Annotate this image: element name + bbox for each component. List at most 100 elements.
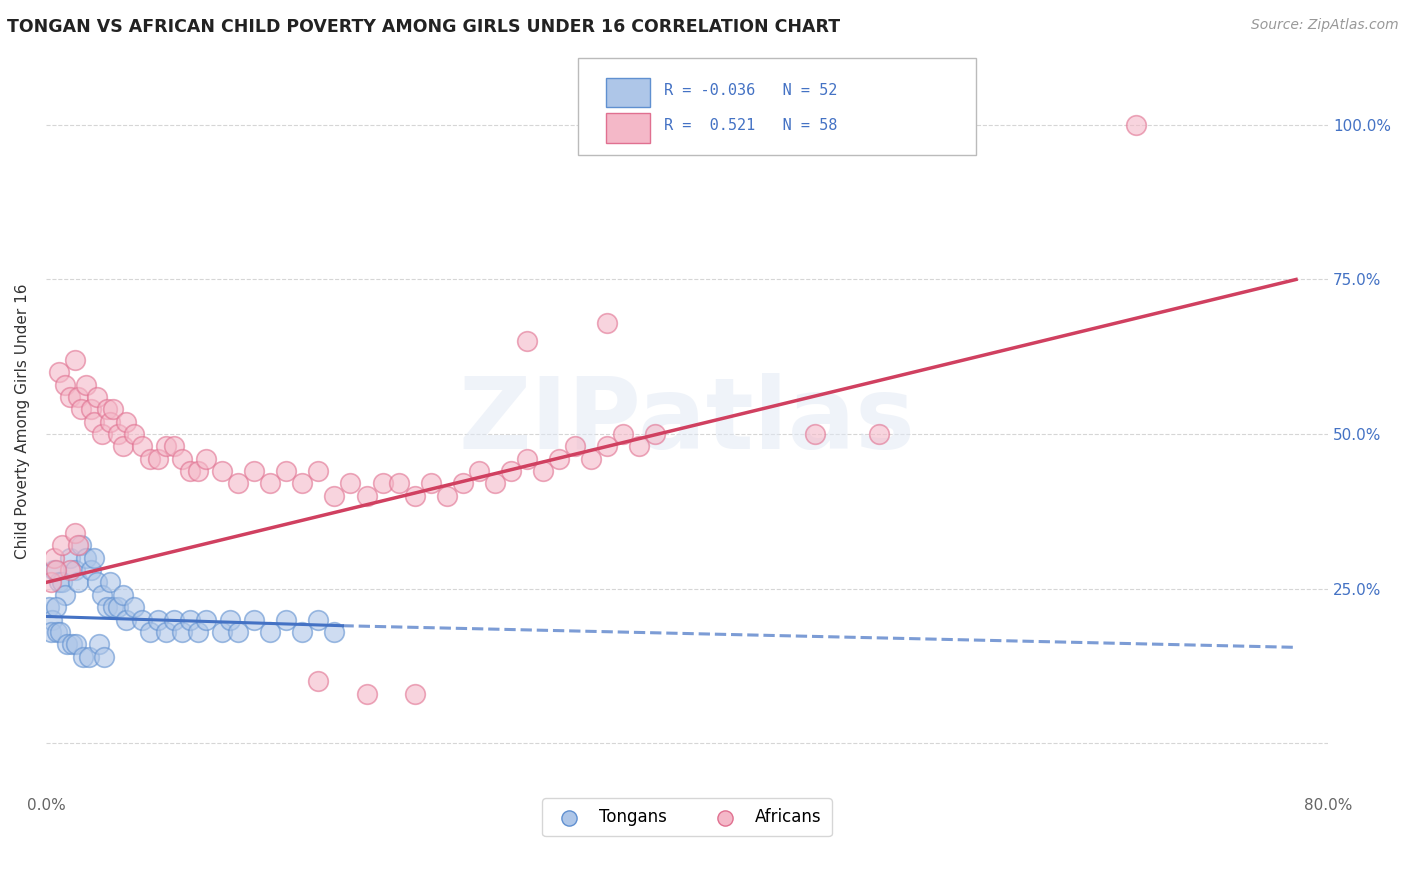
Point [172,451,194,466]
Point [259,476,281,491]
Point [356,489,378,503]
Point [179,464,201,478]
FancyBboxPatch shape [578,58,976,154]
Point [46,624,69,639]
Point [155,439,177,453]
Point [103,402,125,417]
Point [91,427,114,442]
Point [45,600,67,615]
Text: TONGAN VS AFRICAN CHILD POVERTY AMONG GIRLS UNDER 16 CORRELATION CHART: TONGAN VS AFRICAN CHILD POVERTY AMONG GI… [7,18,841,36]
Point [291,624,314,639]
Point [93,649,115,664]
Point [45,563,67,577]
Point [187,464,209,478]
Point [172,624,194,639]
Point [243,613,266,627]
Point [1125,118,1147,132]
Point [404,489,426,503]
Point [63,525,86,540]
Point [111,588,134,602]
Point [42,550,65,565]
Text: R = -0.036   N = 52: R = -0.036 N = 52 [664,83,838,98]
Point [339,476,361,491]
Text: Source: ZipAtlas.com: Source: ZipAtlas.com [1251,18,1399,32]
Point [107,600,129,615]
Point [276,464,298,478]
Point [77,649,100,664]
Point [72,649,94,664]
Text: R =  0.521   N = 58: R = 0.521 N = 58 [664,119,838,134]
Point [65,637,87,651]
Point [87,637,110,651]
Point [59,563,82,577]
Point [83,550,105,565]
Point [51,538,73,552]
Point [419,476,441,491]
FancyBboxPatch shape [606,113,650,143]
Point [86,390,108,404]
Point [276,613,298,627]
Point [131,613,153,627]
Point [51,575,73,590]
Point [323,489,346,503]
Point [451,476,474,491]
Point [499,464,522,478]
Point [436,489,458,503]
Point [179,613,201,627]
Point [86,575,108,590]
Point [70,538,93,552]
Point [163,439,186,453]
Point [115,415,138,429]
Point [131,439,153,453]
Point [291,476,314,491]
Point [531,464,554,478]
Point [356,687,378,701]
Point [323,624,346,639]
Point [41,613,63,627]
Point [122,427,145,442]
Point [163,613,186,627]
Point [932,118,955,132]
Point [226,476,249,491]
Point [146,451,169,466]
Point [107,427,129,442]
Point [307,613,329,627]
Point [307,464,329,478]
Point [612,427,634,442]
Point [75,550,97,565]
Point [75,377,97,392]
Point [547,451,569,466]
Point [111,439,134,453]
Point [387,476,409,491]
Point [80,402,103,417]
Point [211,624,233,639]
Point [596,316,619,330]
Point [53,588,76,602]
Point [38,600,60,615]
Point [39,575,62,590]
Point [56,637,79,651]
Point [103,600,125,615]
Point [60,637,83,651]
Point [243,464,266,478]
Point [48,365,70,379]
FancyBboxPatch shape [606,78,650,107]
Point [59,390,82,404]
Point [644,427,666,442]
Point [59,550,82,565]
Point [63,352,86,367]
Point [804,427,827,442]
Point [48,575,70,590]
Point [115,613,138,627]
Point [155,624,177,639]
Point [146,613,169,627]
Point [66,390,89,404]
Point [404,687,426,701]
Point [195,613,218,627]
Point [53,377,76,392]
Point [98,415,121,429]
Point [96,402,118,417]
Point [80,563,103,577]
Point [211,464,233,478]
Point [627,439,650,453]
